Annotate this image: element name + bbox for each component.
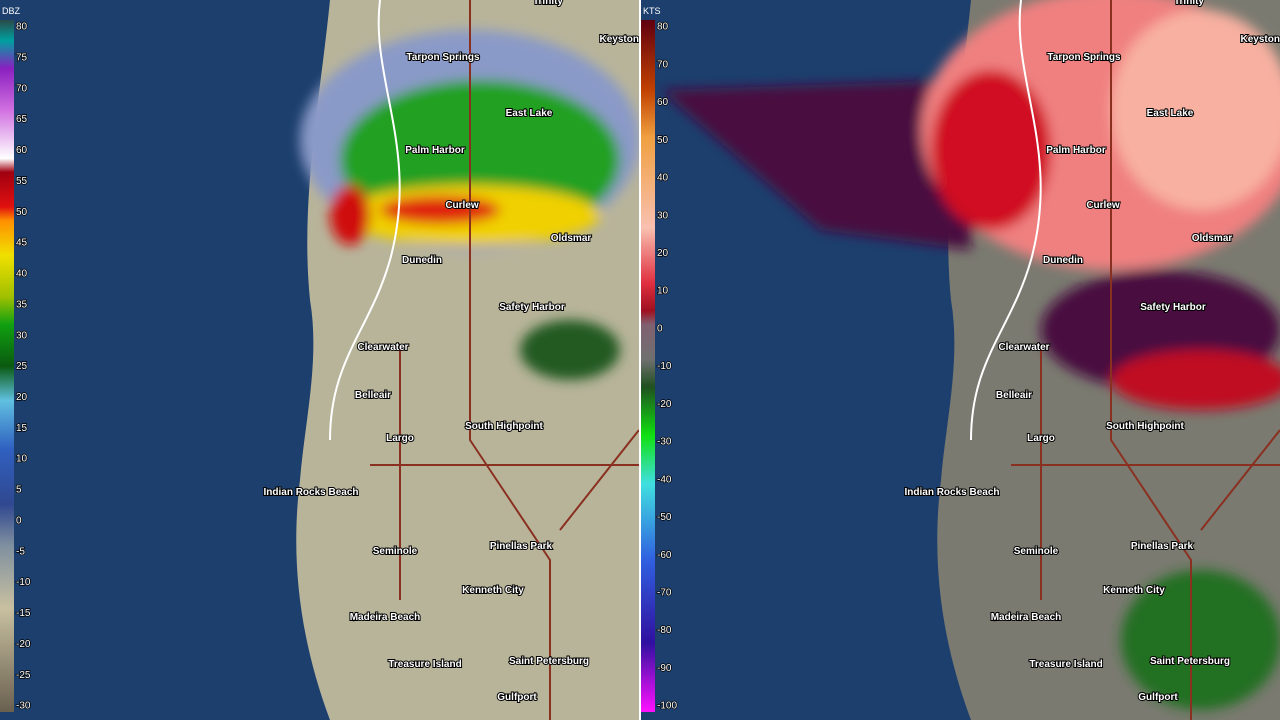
place-label: Trinity [533,0,563,7]
place-label: Seminole [1014,546,1059,557]
scale-label: 50 [16,207,28,218]
place-label: Curlew [445,200,479,211]
scale-label: -30 [657,437,672,448]
scale-label: 40 [657,173,669,184]
scale-label: 0 [657,323,663,334]
scale-label: -100 [657,701,677,712]
scale-label: 65 [16,114,28,125]
scale-label: 15 [16,423,28,434]
scale-label: -10 [657,361,672,372]
county-line [970,0,1042,441]
scale-label: 0 [16,515,22,526]
place-label: Gulfport [1138,692,1178,703]
scale-label: 40 [16,269,28,280]
place-label: Pinellas Park [1131,541,1194,552]
place-label: Safety Harbor [499,302,565,313]
scale-label: 75 [16,53,28,64]
place-label: Curlew [1086,200,1120,211]
scale-label: 20 [16,392,28,403]
scale-label: 80 [16,22,28,33]
county-line [329,0,401,441]
scale-label: 80 [657,22,669,33]
scale-label: 35 [16,299,28,310]
velocity-panel: KTS 80 70 60 50 40 30 20 10 0 -10 -20 -30 -40 -50 -60 -7… [641,0,1280,720]
place-label: Keystone [1240,34,1280,45]
place-label: East Lake [1147,108,1194,119]
place-label: Treasure Island [388,659,461,670]
place-label: Indian Rocks Beach [904,487,999,498]
scale-label: 10 [16,454,28,465]
place-label: Largo [386,433,414,444]
scale-label: -50 [657,512,672,523]
scale-label: -70 [657,587,672,598]
scale-label: -15 [16,608,31,619]
scale-label: 30 [657,210,669,221]
place-label: South Highpoint [1106,421,1184,432]
divider [639,0,641,720]
place-label: Trinity [1174,0,1204,7]
scale-unit: DBZ [2,6,21,16]
scale-label: -10 [16,577,31,588]
scale-label: 45 [16,238,28,249]
scale-unit: KTS [643,6,661,16]
color-scale [0,20,14,712]
place-label: East Lake [506,108,553,119]
scale-label: 30 [16,330,28,341]
scale-label: 20 [657,248,669,259]
place-label: Madeira Beach [350,612,421,623]
place-label: Indian Rocks Beach [263,487,358,498]
place-label: Seminole [373,546,418,557]
scale-label: 10 [657,286,669,297]
scale-label: -20 [16,639,31,650]
place-label: Pinellas Park [490,541,553,552]
place-label: Oldsmar [551,233,592,244]
scale-label: 60 [16,145,28,156]
place-label: Tarpon Springs [406,52,480,63]
place-label: Oldsmar [1192,233,1233,244]
place-label: Palm Harbor [405,145,465,156]
scale-label: 70 [657,59,669,70]
place-label: Saint Petersburg [509,656,589,667]
reflectivity-panel: DBZ80757065605550454035302520151050-5-10… [0,0,646,720]
place-label: Gulfport [497,692,537,703]
scale-label: -90 [657,663,672,674]
scale-label: 5 [16,485,22,496]
scale-label: 25 [16,361,28,372]
scale-label: 60 [657,97,669,108]
place-label: Clearwater [998,342,1049,353]
place-label: Dunedin [1043,255,1083,266]
place-label: Keystone [599,34,644,45]
color-scale [641,20,655,712]
scale-label: 70 [16,83,28,94]
place-label: Safety Harbor [1140,302,1206,313]
place-label: Tarpon Springs [1047,52,1121,63]
scale-label: 50 [657,135,669,146]
place-label: South Highpoint [465,421,543,432]
scale-label: -25 [16,670,31,681]
echoes [661,0,1280,710]
scale-label: -5 [16,546,25,557]
place-label: Saint Petersburg [1150,656,1230,667]
place-label: Madeira Beach [991,612,1062,623]
place-label: Dunedin [402,255,442,266]
place-label: Treasure Island [1029,659,1102,670]
roads [1011,0,1280,720]
place-label: Belleair [996,390,1032,401]
scale-label: -20 [657,399,672,410]
place-label: Palm Harbor [1046,145,1106,156]
roads [370,0,640,720]
scale-label: -80 [657,625,672,636]
place-label: Largo [1027,433,1055,444]
scale-label: 55 [16,176,28,187]
scale-label: -30 [16,701,31,712]
scale-label: -40 [657,474,672,485]
place-label: Kenneth City [462,585,524,596]
place-label: Belleair [355,390,391,401]
place-label: Clearwater [357,342,408,353]
scale-label: -60 [657,550,672,561]
place-label: Kenneth City [1103,585,1165,596]
